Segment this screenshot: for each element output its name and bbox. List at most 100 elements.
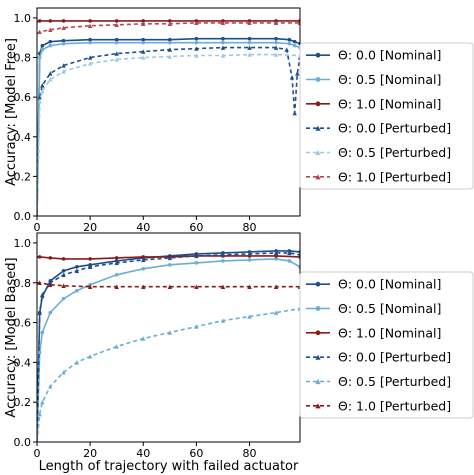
- data-point: [168, 19, 172, 23]
- data-point: [167, 21, 173, 27]
- data-point: [61, 283, 66, 288]
- data-point: [167, 54, 173, 59]
- legend-label: Θ: 0.5 [Nominal]: [338, 72, 441, 87]
- data-point: [220, 284, 226, 289]
- series-line: [37, 281, 300, 288]
- legend-label: Θ: 0.0 [Perturbed]: [338, 121, 451, 136]
- data-point: [40, 330, 45, 335]
- data-point: [287, 259, 292, 263]
- legend-label: Θ: 0.0 [Nominal]: [338, 48, 441, 63]
- data-point: [247, 45, 252, 50]
- y-tick-label: 0.4: [14, 356, 32, 369]
- data-point: [114, 273, 119, 277]
- data-point: [141, 40, 146, 45]
- data-point: [273, 250, 279, 256]
- legend-item: Θ: 0.5 [Nominal]: [306, 301, 441, 316]
- data-point: [167, 255, 173, 261]
- data-point: [194, 253, 199, 259]
- data-point: [220, 45, 226, 50]
- data-point: [48, 27, 53, 32]
- data-point: [141, 49, 146, 54]
- data-point: [274, 257, 278, 261]
- data-point: [273, 52, 279, 57]
- data-point: [61, 19, 66, 23]
- legend-marker: [315, 403, 321, 409]
- data-point: [48, 310, 53, 315]
- data-point: [114, 344, 119, 349]
- data-point: [247, 40, 252, 45]
- y-tick-label: 0.4: [14, 131, 32, 144]
- series-line: [37, 53, 300, 216]
- data-point: [247, 314, 252, 319]
- legend-label: Θ: 0.5 [Perturbed]: [338, 374, 451, 389]
- data-point: [289, 75, 295, 80]
- data-point: [221, 259, 225, 263]
- data-point: [40, 83, 45, 88]
- data-point: [114, 256, 119, 260]
- data-point: [37, 411, 42, 417]
- data-point: [292, 39, 297, 44]
- legend-marker: [315, 354, 321, 360]
- data-point: [61, 370, 66, 375]
- data-point: [297, 252, 300, 258]
- data-point: [75, 265, 79, 269]
- data-point: [274, 36, 278, 41]
- data-point: [48, 71, 53, 76]
- data-point: [194, 40, 199, 45]
- data-point: [220, 318, 226, 323]
- series-line: [37, 46, 300, 216]
- data-point: [221, 40, 225, 45]
- data-point: [87, 55, 93, 60]
- data-point: [141, 257, 146, 263]
- data-point: [141, 21, 146, 27]
- x-tick-label: 40: [136, 221, 150, 234]
- data-point: [273, 45, 279, 50]
- data-point: [287, 41, 292, 46]
- data-point: [37, 98, 42, 104]
- legend-box: [299, 42, 474, 190]
- legend-label: Θ: 1.0 [Nominal]: [338, 96, 441, 111]
- legend-marker: [315, 52, 321, 58]
- legend: Θ: 0.0 [Nominal] Θ: 0.5 [Nominal] Θ: 1.0 […: [299, 271, 474, 419]
- data-point: [61, 38, 66, 43]
- data-point: [220, 252, 226, 258]
- legend-marker: [315, 125, 321, 131]
- y-axis-label: Accuracy: [Model Free]: [4, 38, 19, 186]
- y-tick-label: 1.0: [14, 12, 32, 25]
- series-layer: [37, 19, 300, 216]
- panel-model-based: 0.0 0.2 0.4 0.6 0.8 1.0 0 20 40 60 80 Accuracy: [Mo…: [4, 232, 474, 474]
- data-point: [297, 306, 300, 311]
- legend-label: Θ: 1.0 [Perturbed]: [338, 398, 451, 413]
- data-point: [114, 57, 119, 62]
- data-point: [247, 284, 252, 289]
- legend-label: Θ: 0.5 [Perturbed]: [338, 145, 451, 160]
- y-tick-label: 0.8: [14, 277, 32, 290]
- data-point: [194, 261, 199, 265]
- data-point: [87, 61, 93, 66]
- data-point: [87, 264, 93, 270]
- data-point: [61, 296, 66, 301]
- data-point: [87, 23, 93, 29]
- data-point: [194, 324, 199, 329]
- data-point: [292, 43, 297, 48]
- data-point: [37, 94, 42, 100]
- data-point: [61, 269, 66, 273]
- legend-marker: [315, 101, 321, 107]
- y-tick-label: 0.0: [14, 210, 32, 223]
- legend: Θ: 0.0 [Nominal] Θ: 0.5 [Nominal] Θ: 1.0 […: [299, 42, 474, 190]
- data-point: [37, 255, 42, 259]
- legend-label: Θ: 1.0 [Perturbed]: [338, 169, 451, 184]
- data-point: [114, 260, 119, 266]
- series-line: [37, 307, 300, 442]
- data-point: [87, 284, 93, 289]
- legend-marker: [315, 281, 321, 287]
- data-point: [297, 284, 300, 289]
- x-tick-label: 40: [136, 447, 150, 460]
- data-point: [141, 255, 146, 259]
- legend-item: Θ: 0.5 [Perturbed]: [306, 374, 451, 389]
- data-point: [114, 37, 119, 42]
- data-point: [40, 89, 45, 94]
- series-line: [37, 258, 300, 442]
- y-tick-label: 0.8: [14, 52, 32, 65]
